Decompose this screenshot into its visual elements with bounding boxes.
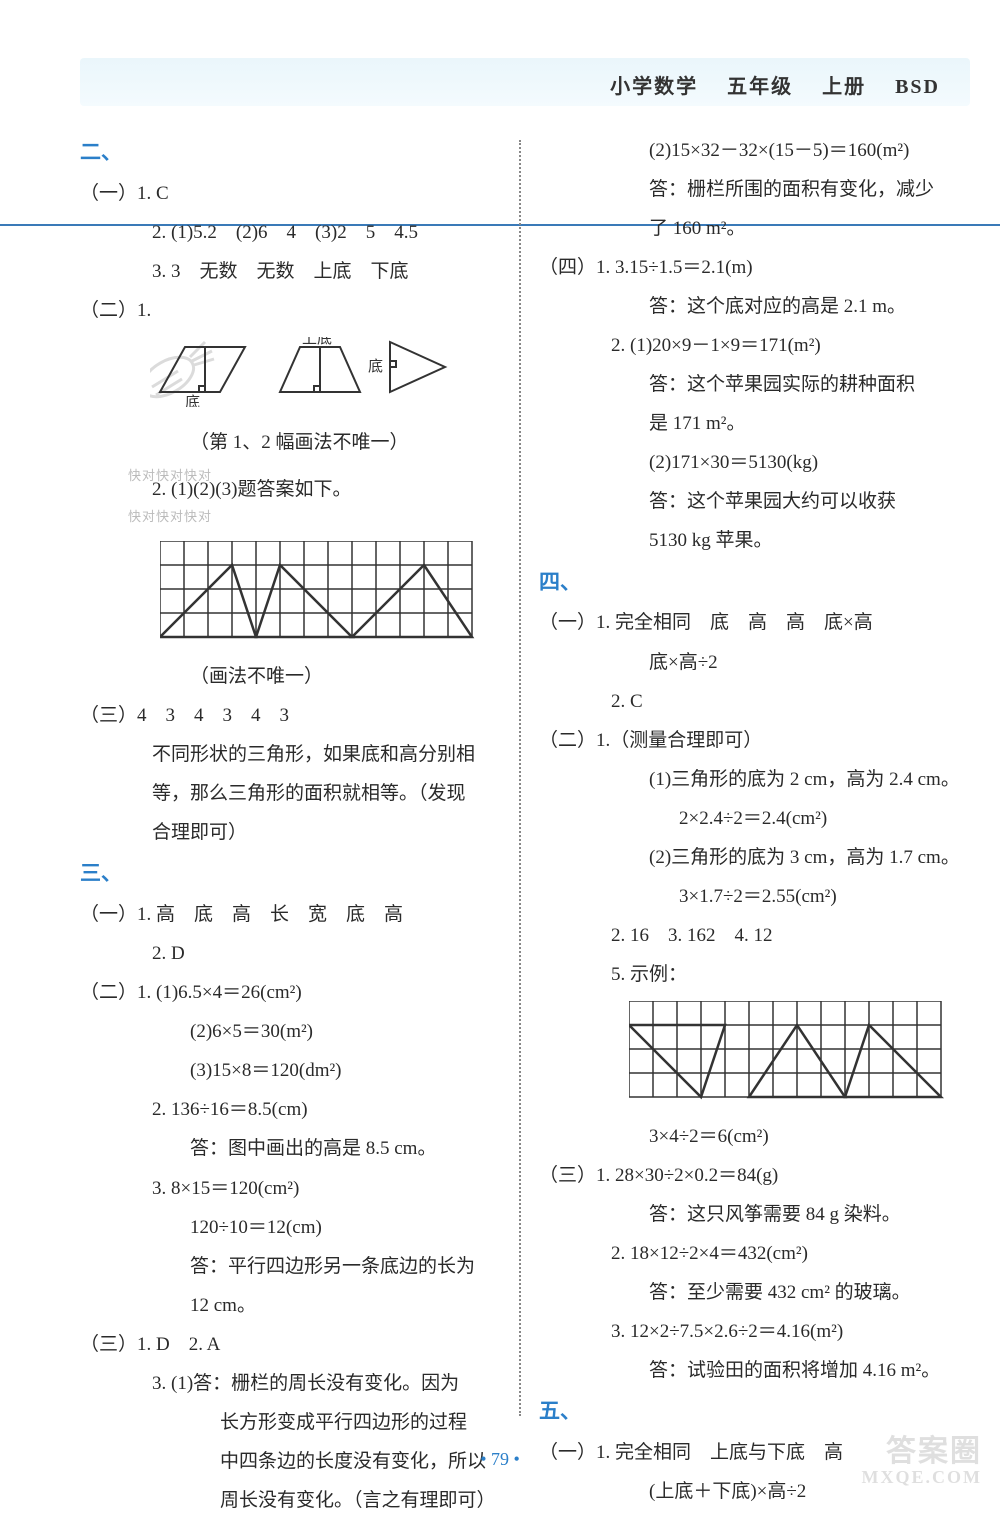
header-grade: 五年级 xyxy=(727,76,793,98)
section-3-title: 三、 xyxy=(80,853,501,894)
text-line: 3×1.7÷2＝2.55(cm²) xyxy=(539,878,960,915)
footer-wm-line2: MXQE.COM xyxy=(862,1468,982,1488)
text-line: 3. 3 无数 无数 上底 下底 xyxy=(80,253,501,290)
text-line: 答：试验田的面积将增加 4.16 m²。 xyxy=(539,1352,960,1389)
text-line: 3. 8×15＝120(cm²) xyxy=(80,1170,501,1207)
text-line: 3. (1)答：栅栏的周长没有变化。因为 xyxy=(80,1365,501,1402)
shape-label: 底 xyxy=(368,358,383,375)
text-line: （二）1. (1)6.5×4＝26(cm²) xyxy=(80,974,501,1011)
text-line: 答：图中画出的高是 8.5 cm。 xyxy=(80,1130,501,1167)
text-line: 2. 16 3. 162 4. 12 xyxy=(539,917,960,954)
text-line: 5. 示例： xyxy=(539,956,960,993)
grid-diagram-right xyxy=(629,1001,945,1101)
right-column: (2)15×32－32×(15－5)＝160(m²) 答：栅栏所围的面积有变化，… xyxy=(521,130,960,1426)
text-line: 不同形状的三角形，如果底和高分别相 xyxy=(80,736,501,773)
watermark-text: 快对快对快对 xyxy=(128,463,549,488)
content-area: 二、 （一）1. C 2. (1)5.2 (2)6 4 (3)2 5 4.5 3… xyxy=(80,130,960,1426)
text-line: 答：至少需要 432 cm² 的玻璃。 xyxy=(539,1274,960,1311)
text-line: 等，那么三角形的面积就相等。（发现 xyxy=(80,775,501,812)
shapes-diagram: 底 上底 底 xyxy=(150,337,480,407)
text-line: (2)171×30＝5130(kg) xyxy=(539,444,960,481)
text-line: 120÷10＝12(cm) xyxy=(80,1209,501,1246)
text-line: （一）1. 完全相同 底 高 高 底×高 xyxy=(539,604,960,641)
text-line: （四）1. 3.15÷1.5＝2.1(m) xyxy=(539,249,960,286)
grid-diagram-left xyxy=(160,541,476,641)
text-line: 周长没有变化。（言之有理即可） xyxy=(80,1482,501,1519)
text-line: (3)15×8＝120(dm²) xyxy=(80,1052,501,1089)
text-line: (2)三角形的底为 3 cm，高为 1.7 cm。 xyxy=(539,839,960,876)
header-term: 上册 xyxy=(822,76,866,98)
text-line: 答：这个苹果园大约可以收获 xyxy=(539,483,960,520)
section-5-title: 五、 xyxy=(539,1391,960,1432)
dot-icon: • xyxy=(480,1449,486,1469)
text-line: 是 171 m²。 xyxy=(539,405,960,442)
text-line: （三）4 3 4 3 4 3 xyxy=(80,697,501,734)
text-line: （一）1. C xyxy=(80,175,501,212)
text-line: 2. D xyxy=(80,935,501,972)
page-number: • 79 • xyxy=(0,1449,1000,1470)
header-edition: BSD xyxy=(895,76,940,98)
text-line: 底×高÷2 xyxy=(539,644,960,681)
text-line: 2. 18×12÷2×4＝432(cm²) xyxy=(539,1235,960,1272)
shape-label: 上底 xyxy=(302,337,332,347)
text-line: 3×4÷2＝6(cm²) xyxy=(539,1118,960,1155)
triangle-shape xyxy=(390,342,445,392)
page-number-value: 79 xyxy=(491,1449,509,1469)
text-line: （一）1. 高 底 高 长 宽 底 高 xyxy=(80,896,501,933)
text-line: 2. (1)5.2 (2)6 4 (3)2 5 4.5 xyxy=(80,214,501,251)
text-line: 长方形变成平行四边形的过程 xyxy=(80,1404,501,1441)
text-line: 2×2.4÷2＝2.4(cm²) xyxy=(539,800,960,837)
text-line: 答：平行四边形另一条底边的长为 xyxy=(80,1248,501,1285)
text-line: （三）1. 28×30÷2×0.2＝84(g) xyxy=(539,1157,960,1194)
page-header: 小学数学 五年级 上册 BSD xyxy=(610,70,940,99)
text-line: （第 1、2 幅画法不唯一） xyxy=(80,424,501,461)
text-line: 合理即可） xyxy=(80,814,501,851)
text-line: 2. (1)20×9－1×9＝171(m²) xyxy=(539,327,960,364)
text-line: （二）1.（测量合理即可） xyxy=(539,722,960,759)
text-line: 12 cm。 xyxy=(80,1287,501,1324)
text-line: (2)6×5＝30(m²) xyxy=(80,1013,501,1050)
text-line: 答：栅栏所围的面积有变化，减少 xyxy=(539,171,960,208)
text-line: 5130 kg 苹果。 xyxy=(539,522,960,559)
text-line: 答：这只风筝需要 84 g 染料。 xyxy=(539,1196,960,1233)
text-line: 2. C xyxy=(539,683,960,720)
footer-watermark: 答案圈 MXQE.COM xyxy=(862,1435,982,1488)
text-line: （二）1. xyxy=(80,292,501,329)
text-line: (2)15×32－32×(15－5)＝160(m²) xyxy=(539,132,960,169)
text-line: 3. 12×2÷7.5×2.6÷2＝4.16(m²) xyxy=(539,1313,960,1350)
section-4-title: 四、 xyxy=(539,562,960,603)
section-2-title: 二、 xyxy=(80,132,501,173)
text-line: (1)三角形的底为 2 cm，高为 2.4 cm。 xyxy=(539,761,960,798)
text-line: （三）1. D 2. A xyxy=(80,1326,501,1363)
text-line: 答：这个底对应的高是 2.1 m。 xyxy=(539,288,960,325)
dot-icon: • xyxy=(514,1449,520,1469)
left-column: 二、 （一）1. C 2. (1)5.2 (2)6 4 (3)2 5 4.5 3… xyxy=(80,130,519,1426)
header-subject: 小学数学 xyxy=(610,76,698,98)
text-line: 了 160 m²。 xyxy=(539,210,960,247)
text-line: （画法不唯一） xyxy=(80,658,501,695)
text-line: 答：这个苹果园实际的耕种面积 xyxy=(539,366,960,403)
text-line: 2. 136÷16＝8.5(cm) xyxy=(80,1091,501,1128)
footer-wm-line1: 答案圈 xyxy=(862,1435,982,1468)
shape-label: 底 xyxy=(185,394,200,407)
watermark-text: 快对快对快对 xyxy=(128,504,549,529)
